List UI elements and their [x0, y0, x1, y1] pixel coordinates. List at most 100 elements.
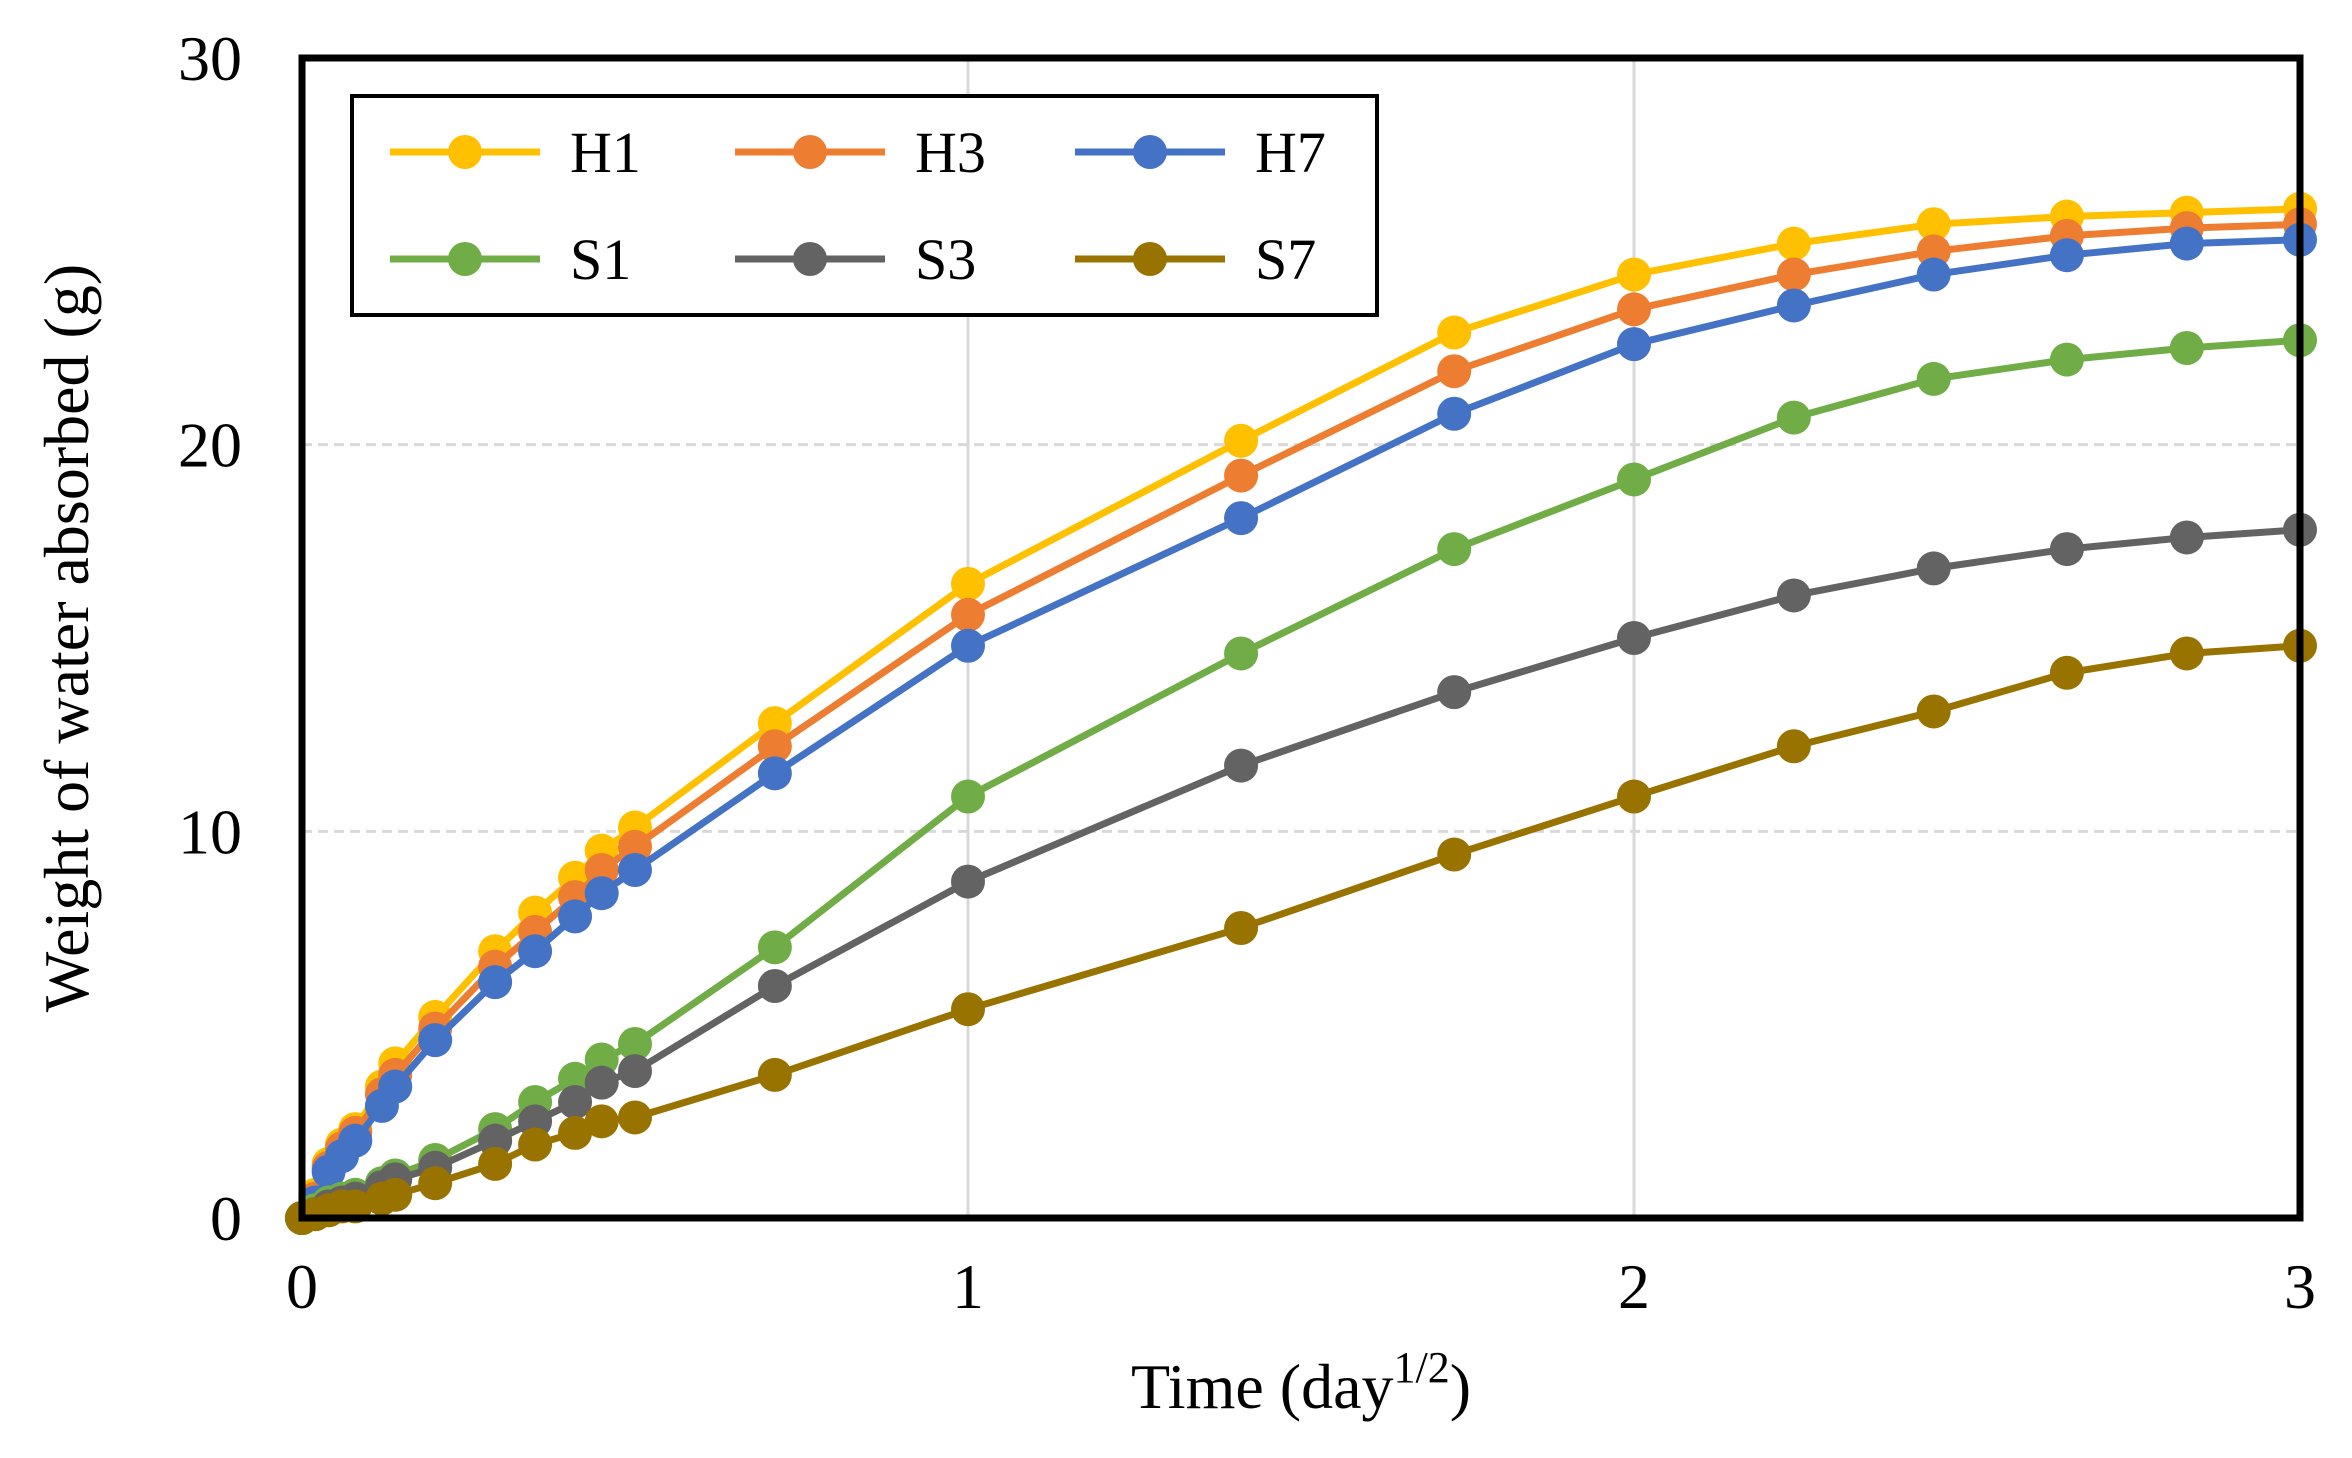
data-point-s1	[2049, 342, 2084, 377]
data-point-s7	[478, 1146, 513, 1181]
data-point-h7	[1617, 327, 1651, 362]
data-point-s7	[378, 1177, 413, 1212]
data-point-s3	[1437, 675, 1472, 710]
data-point-s7	[558, 1115, 593, 1150]
x-axis-title-superscript: 1/2	[1393, 1343, 1449, 1392]
y-tick-label: 10	[178, 796, 242, 867]
legend-item-s7: S7	[1075, 227, 1316, 292]
data-point-h7	[2169, 226, 2204, 261]
legend-item-h7: H7	[1075, 120, 1326, 185]
x-tick-label: 1	[952, 1251, 984, 1322]
data-point-h7	[951, 628, 985, 663]
data-point-h1	[1776, 226, 1811, 261]
data-point-h1	[951, 566, 985, 601]
legend-marker	[448, 242, 482, 276]
x-axis-title-close: )	[1450, 1351, 1471, 1422]
data-point-s3	[1776, 578, 1811, 613]
data-point-h7	[478, 965, 513, 1000]
y-tick-label: 20	[178, 410, 242, 481]
data-point-s7	[1224, 911, 1259, 945]
data-point-s7	[1916, 694, 1951, 729]
data-point-s7	[518, 1127, 553, 1162]
data-point-h3	[1224, 458, 1259, 493]
data-point-s7	[418, 1166, 453, 1201]
data-point-h7	[418, 1023, 453, 1058]
x-tick-label: 2	[1618, 1251, 1650, 1322]
data-point-h7	[338, 1123, 373, 1158]
data-point-h7	[2049, 238, 2084, 273]
data-point-s3	[1916, 551, 1951, 586]
data-point-s3	[618, 1054, 652, 1089]
data-point-s1	[618, 1027, 652, 1061]
x-axis-title-main: Time (day	[1131, 1351, 1394, 1422]
data-point-h1	[1437, 315, 1472, 350]
series-s7	[285, 628, 2317, 1235]
series-group	[285, 191, 2317, 1235]
data-point-s1	[757, 930, 792, 965]
data-point-s1	[1617, 462, 1651, 497]
data-point-s1	[1776, 400, 1811, 435]
data-point-s7	[2169, 636, 2204, 671]
data-point-s3	[757, 969, 792, 1003]
data-point-h3	[1437, 354, 1472, 389]
data-point-h7	[618, 853, 652, 887]
legend-marker	[1133, 242, 1167, 276]
data-point-h7	[378, 1069, 413, 1104]
data-point-s7	[757, 1057, 792, 1092]
x-axis-title: Time (day1/2)	[1131, 1343, 1471, 1422]
legend-box	[350, 94, 1379, 317]
legend-label: H7	[1255, 120, 1326, 185]
data-point-h1	[1916, 207, 1951, 242]
data-point-s3	[584, 1065, 619, 1100]
data-point-s7	[1437, 837, 1472, 872]
y-axis-title: Weight of water absorbed (g)	[31, 264, 102, 1012]
data-point-h1	[1224, 423, 1259, 458]
data-point-s3	[1224, 748, 1259, 783]
legend-label: H3	[915, 120, 986, 185]
data-point-s7	[584, 1104, 619, 1139]
data-point-h7	[1437, 396, 1472, 431]
data-point-h7	[1916, 257, 1951, 292]
legend-item-s3: S3	[735, 227, 976, 292]
data-point-s1	[1916, 361, 1951, 396]
legend-item-h1: H1	[390, 120, 641, 185]
data-point-s3	[951, 864, 985, 899]
data-point-h7	[518, 934, 553, 969]
y-tick-label: 0	[210, 1183, 242, 1254]
data-point-s3	[558, 1085, 593, 1119]
legend-label: S1	[570, 227, 631, 292]
legend-marker	[448, 135, 482, 169]
data-point-h3	[951, 597, 985, 632]
legend-label: S7	[1255, 227, 1316, 292]
data-point-s7	[1617, 779, 1651, 814]
data-point-h7	[1224, 501, 1259, 536]
data-point-h3	[1776, 257, 1811, 292]
data-point-s7	[2049, 655, 2084, 690]
legend-label: H1	[570, 120, 641, 185]
data-point-h7	[558, 899, 593, 934]
legend-marker	[793, 135, 827, 169]
data-point-h3	[1617, 292, 1651, 327]
data-point-s1	[1224, 636, 1259, 671]
legend-item-s1: S1	[390, 227, 631, 292]
data-point-h7	[757, 756, 792, 791]
data-point-h3	[757, 729, 792, 764]
data-point-s7	[1776, 729, 1811, 764]
legend-item-h3: H3	[735, 120, 986, 185]
data-point-h7	[584, 876, 619, 911]
data-point-s3	[1617, 621, 1651, 655]
legend: H1 H3 H7 S1 S3 S7	[350, 94, 1379, 317]
data-point-s7	[618, 1100, 652, 1135]
data-point-s3	[2169, 520, 2204, 555]
x-tick-label: 3	[2284, 1251, 2316, 1322]
legend-marker	[1133, 135, 1167, 169]
x-tick-label: 0	[286, 1251, 318, 1322]
legend-label: S3	[915, 227, 976, 292]
data-point-s1	[1437, 532, 1472, 567]
data-point-s1	[2169, 331, 2204, 365]
legend-entries: H1 H3 H7 S1 S3 S7	[390, 120, 1326, 292]
legend-marker	[793, 242, 827, 276]
data-point-s7	[951, 992, 985, 1027]
